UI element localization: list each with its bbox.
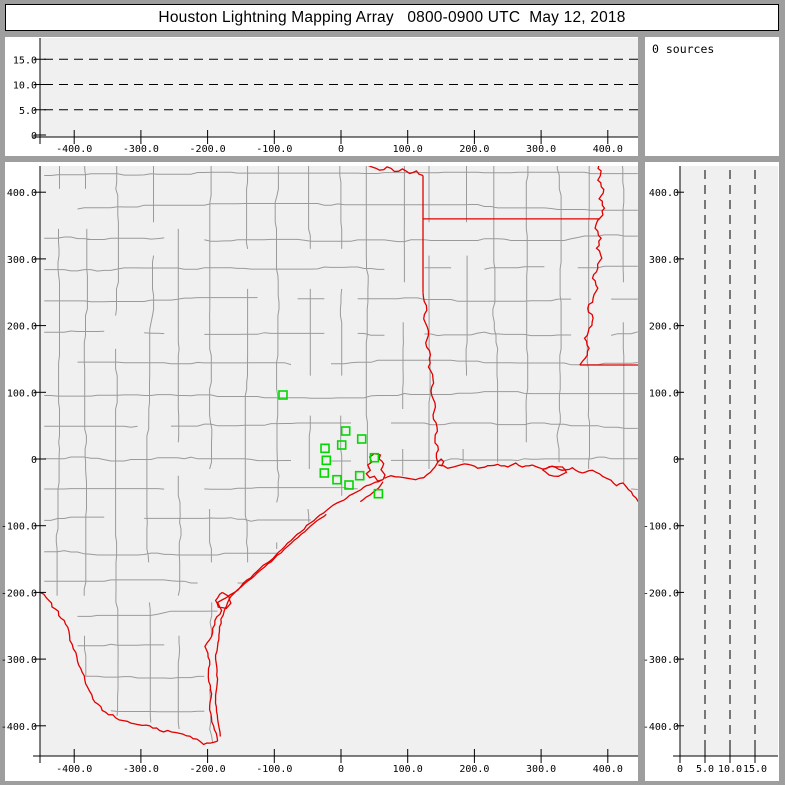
map-x-tick-label: 200.0 <box>459 764 489 775</box>
map-x-tick-label: -400.0 <box>56 764 92 775</box>
state-border-red-river <box>367 166 424 177</box>
map-x-tick-label: 100.0 <box>393 764 423 775</box>
state-border-sabine-lake <box>437 458 445 467</box>
state-border-galveston-island <box>359 481 384 503</box>
alt-ns-y-tick-label: 300.0 <box>649 255 679 266</box>
sources-count-label: 0 sources <box>652 42 715 56</box>
alt-ns-y-tick-label: -400.0 <box>643 722 679 733</box>
state-border-lagoon-mainland <box>360 479 383 491</box>
alt-ew-x-tick-label: 100.0 <box>393 144 423 155</box>
alt-ns-y-tick-label: -200.0 <box>643 588 679 599</box>
map-x-tick-label: 300.0 <box>526 764 556 775</box>
alt-ew-x-tick-label: -100.0 <box>256 144 292 155</box>
state-border-marsh-island <box>542 465 568 477</box>
map-y-tick-label: -300.0 <box>1 655 37 666</box>
lma-station-marker <box>321 455 332 466</box>
window-title: Houston Lightning Mapping Array 0800-090… <box>158 8 626 26</box>
alt-ns-y-tick-label: 400.0 <box>649 188 679 199</box>
state-border-barrier-island <box>214 513 327 737</box>
lma-station-marker <box>354 470 365 481</box>
map-x-tick-label: -100.0 <box>256 764 292 775</box>
alt-ew-y-tick-label: 5.0 <box>19 106 37 117</box>
state-border-coast-bolivar-east <box>384 461 439 481</box>
lma-station-marker <box>340 426 351 436</box>
lma-station-marker <box>356 434 367 444</box>
sources-panel: 0 sources <box>645 37 779 156</box>
lma-station-marker <box>319 468 330 478</box>
lma-station-marker <box>336 440 347 450</box>
window-title-bar: Houston Lightning Mapping Array 0800-090… <box>5 4 779 31</box>
state-border-sabine-river <box>422 292 440 463</box>
map-y-tick-label: 200.0 <box>7 322 37 333</box>
state-border-corpus-christi-bay <box>214 591 232 610</box>
alt-ns-x-tick-label: 0 <box>677 764 683 775</box>
alt-ew-y-tick-label: 10.0 <box>13 81 37 92</box>
map-y-tick-label: 100.0 <box>7 388 37 399</box>
lma-station-marker <box>332 474 342 485</box>
lma-station-marker <box>278 390 288 400</box>
alt-ns-plot-area[interactable] <box>680 166 778 756</box>
lma-station-marker <box>344 480 354 490</box>
alt-ns-x-tick-label: 10.0 <box>718 764 742 775</box>
alt-ew-x-tick-label: -200.0 <box>190 144 226 155</box>
alt-ew-y-tick-label: 15.0 <box>13 55 37 66</box>
alt-ew-x-tick-label: 0 <box>338 144 344 155</box>
map-y-tick-label: 0 <box>31 455 37 466</box>
alt-ew-y-tick-label: 0 <box>31 131 37 142</box>
alt-ew-x-tick-label: 300.0 <box>526 144 556 155</box>
map-x-tick-label: 0 <box>338 764 344 775</box>
lma-station-marker <box>320 443 330 454</box>
alt-ns-y-tick-label: -100.0 <box>643 522 679 533</box>
alt-ew-plot-area[interactable] <box>40 38 638 137</box>
alt-ns-y-tick-label: 100.0 <box>649 388 679 399</box>
alt-ns-y-tick-label: 0 <box>673 455 679 466</box>
alt-ns-x-tick-label: 15.0 <box>743 764 767 775</box>
map-y-tick-label: -100.0 <box>1 522 37 533</box>
state-border-rio-grande <box>40 591 218 746</box>
county-boundaries <box>44 166 638 743</box>
alt-ns-y-tick-label: -300.0 <box>643 655 679 666</box>
alt-ns-x-tick-label: 5.0 <box>696 764 714 775</box>
alt-ew-x-tick-label: 400.0 <box>593 144 623 155</box>
alt-ns-y-tick-label: 200.0 <box>649 322 679 333</box>
map-x-tick-label: -200.0 <box>190 764 226 775</box>
map-y-tick-label: 400.0 <box>7 188 37 199</box>
alt-ew-x-tick-label: -300.0 <box>123 144 159 155</box>
state-border-mississippi-river <box>579 166 606 366</box>
map-layers <box>40 166 638 746</box>
map-x-tick-label: 400.0 <box>593 764 623 775</box>
map-y-tick-label: -400.0 <box>1 722 37 733</box>
alt-ew-x-tick-label: 200.0 <box>459 144 489 155</box>
alt-ew-x-tick-label: -400.0 <box>56 144 92 155</box>
map-x-tick-label: -300.0 <box>123 764 159 775</box>
map-y-tick-label: -200.0 <box>1 588 37 599</box>
lma-station-marker <box>373 488 384 499</box>
lma-station-marker <box>369 452 380 463</box>
map-y-tick-label: 300.0 <box>7 255 37 266</box>
state-border-coast-texas <box>204 489 362 742</box>
